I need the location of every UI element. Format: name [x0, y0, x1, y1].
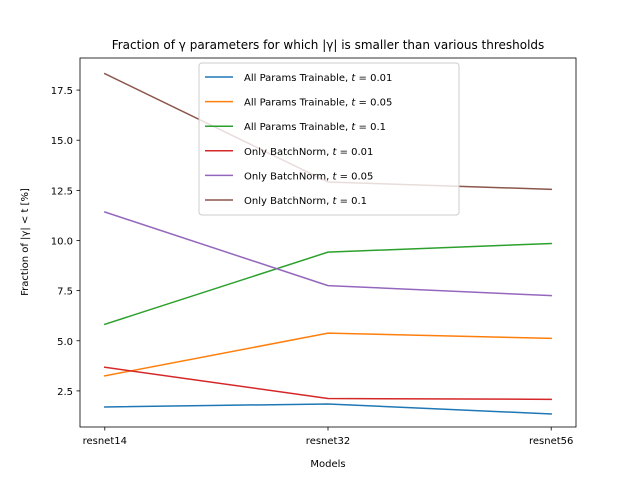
chart-title: Fraction of γ parameters for which |γ| i…: [112, 38, 545, 52]
legend: All Params Trainable, t = 0.01 All Params…: [198, 62, 460, 216]
x-tick-label: resnet32: [306, 436, 350, 447]
legend-label-1: All Params Trainable, t = 0.01: [244, 73, 392, 84]
legend-box: [198, 62, 460, 216]
series-line-4: [103, 366, 552, 401]
legend-label-3: All Params Trainable, t = 0.1: [244, 122, 386, 133]
y-tick-label: 17.5: [51, 86, 73, 97]
series-line-3: [103, 242, 552, 326]
x-tick-label: resnet56: [529, 436, 573, 447]
x-axis-label: Models: [310, 459, 345, 470]
y-tick-label: 10.0: [51, 236, 73, 247]
y-tick-label: 5.0: [57, 337, 73, 348]
series-line-1: [104, 403, 552, 415]
y-tick-label: 2.5: [57, 387, 73, 398]
series-line-5: [103, 211, 552, 297]
legend-label-5: Only BatchNorm, t = 0.05: [244, 171, 373, 182]
series-line-2: [103, 332, 552, 377]
legend-label-6: Only BatchNorm, t = 0.1: [244, 196, 367, 207]
y-tick-label: 15.0: [51, 136, 73, 147]
x-axis-ticks: resnet14 resnet32 resnet56: [83, 427, 573, 447]
x-tick-label: resnet14: [83, 436, 127, 447]
legend-label-4: Only BatchNorm, t = 0.01: [244, 147, 373, 158]
y-axis-ticks: 2.5 5.0 7.5 10.0 12.5 15.0 17.5: [51, 86, 80, 398]
legend-label-2: All Params Trainable, t = 0.05: [244, 98, 392, 109]
y-tick-label: 12.5: [51, 186, 73, 197]
y-axis-label: Fraction of |γ| < t [%]: [20, 188, 31, 296]
y-tick-label: 7.5: [57, 287, 73, 298]
